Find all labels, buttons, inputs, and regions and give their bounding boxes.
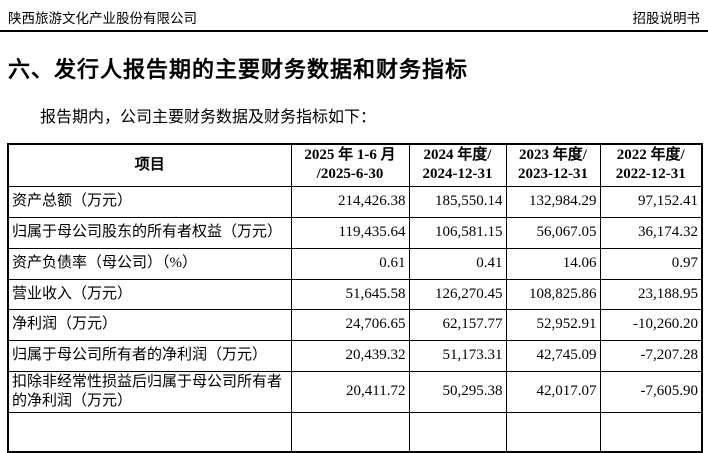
cell-value: 51,173.31: [408, 339, 507, 372]
cell-value: 132,984.29: [505, 185, 601, 218]
cell-value: 24,706.65: [290, 308, 410, 341]
col-header-line2: 2023-12-31: [518, 166, 588, 183]
col-header-item-label: 项目: [134, 156, 165, 173]
header-rule: [0, 30, 708, 32]
cell-value: 108,825.86: [505, 278, 601, 310]
cell-value: 14.06: [505, 247, 601, 280]
cell-value: 62,157.77: [408, 308, 507, 341]
row-label: 资产负债率（母公司）（%）: [7, 247, 292, 280]
table-row-revenue: 营业收入（万元） 51,645.58 126,270.45 108,825.86…: [7, 278, 703, 310]
cell-value: 106,581.15: [408, 216, 507, 249]
col-header-line1: 2025 年 1-6 月: [304, 147, 396, 164]
partial-cell: [408, 411, 507, 453]
cell-value: 51,645.58: [290, 278, 410, 310]
table-row-parent-equity: 归属于母公司股东的所有者权益（万元） 119,435.64 106,581.15…: [7, 216, 703, 249]
table-row-deducted-net-profit: 扣除非经常性损益后归属于母公司所有者的净利润（万元） 20,411.72 50,…: [7, 370, 703, 413]
col-header-period-2022: 2022 年度/ 2022-12-31: [599, 143, 703, 187]
col-header-item: 项目: [7, 143, 292, 187]
col-header-line2: 2024-12-31: [422, 166, 493, 183]
col-header-line1: 2023 年度/: [519, 147, 587, 164]
table-header-row: 项目 2025 年 1-6 月 /2025-6-30 2024 年度/ 2024…: [7, 143, 703, 187]
col-header-line2: 2022-12-31: [615, 166, 686, 183]
cell-value: 42,745.09: [505, 339, 601, 372]
cell-value: 20,439.32: [290, 339, 410, 372]
table-row-partial-clipped: [7, 411, 703, 453]
cell-value: 52,952.91: [505, 308, 601, 341]
cell-value: 56,067.05: [505, 216, 601, 249]
partial-cell: [599, 411, 703, 453]
col-header-line2: /2025-6-30: [316, 166, 384, 183]
company-name: 陕西旅游文化产业股份有限公司: [8, 11, 197, 26]
partial-cell: [290, 411, 410, 453]
cell-value: -7,605.90: [599, 370, 703, 413]
cell-value: 42,017.07: [505, 370, 601, 413]
cell-value: 97,152.41: [599, 185, 703, 218]
row-label: 净利润（万元）: [7, 308, 292, 341]
cell-value: 36,174.32: [599, 216, 703, 249]
partial-cell: [505, 411, 601, 453]
cell-value: 0.61: [290, 247, 410, 280]
partial-cell: [7, 411, 292, 453]
doc-type-label: 招股说明书: [632, 11, 701, 26]
table-row-net-profit: 净利润（万元） 24,706.65 62,157.77 52,952.91 -1…: [7, 308, 703, 341]
cell-value: 23,188.95: [599, 278, 703, 310]
cell-value: -10,260.20: [599, 308, 703, 341]
col-header-line1: 2022 年度/: [616, 147, 685, 164]
cell-value: 20,411.72: [290, 370, 410, 413]
col-header-line1: 2024 年度/: [423, 147, 492, 164]
cell-value: 119,435.64: [290, 216, 410, 249]
section-heading: 六、发行人报告期的主要财务数据和财务指标: [8, 57, 469, 82]
table-row-debt-ratio: 资产负债率（母公司）（%） 0.61 0.41 14.06 0.97: [7, 247, 703, 280]
cell-value: 50,295.38: [408, 370, 507, 413]
cell-value: 0.41: [408, 247, 507, 280]
financial-table: 项目 2025 年 1-6 月 /2025-6-30 2024 年度/ 2024…: [7, 143, 703, 453]
row-label: 营业收入（万元）: [7, 278, 292, 310]
table-row-total-assets: 资产总额（万元） 214,426.38 185,550.14 132,984.2…: [7, 185, 703, 218]
col-header-period-2023: 2023 年度/ 2023-12-31: [505, 143, 601, 187]
cell-value: 0.97: [599, 247, 703, 280]
table-row-parent-net-profit: 归属于母公司所有者的净利润（万元） 20,439.32 51,173.31 42…: [7, 339, 703, 372]
row-label: 扣除非经常性损益后归属于母公司所有者的净利润（万元）: [7, 370, 292, 413]
cell-value: 126,270.45: [408, 278, 507, 310]
row-label: 归属于母公司所有者的净利润（万元）: [7, 339, 292, 372]
cell-value: -7,207.28: [599, 339, 703, 372]
page-header: 陕西旅游文化产业股份有限公司 招股说明书: [8, 11, 700, 27]
row-label: 归属于母公司股东的所有者权益（万元）: [7, 216, 292, 249]
cell-value: 214,426.38: [290, 185, 410, 218]
col-header-period-2025: 2025 年 1-6 月 /2025-6-30: [290, 143, 410, 187]
col-header-period-2024: 2024 年度/ 2024-12-31: [408, 143, 507, 187]
row-label: 资产总额（万元）: [7, 185, 292, 218]
cell-value: 185,550.14: [408, 185, 507, 218]
intro-paragraph: 报告期内，公司主要财务数据及财务指标如下：: [40, 109, 377, 126]
